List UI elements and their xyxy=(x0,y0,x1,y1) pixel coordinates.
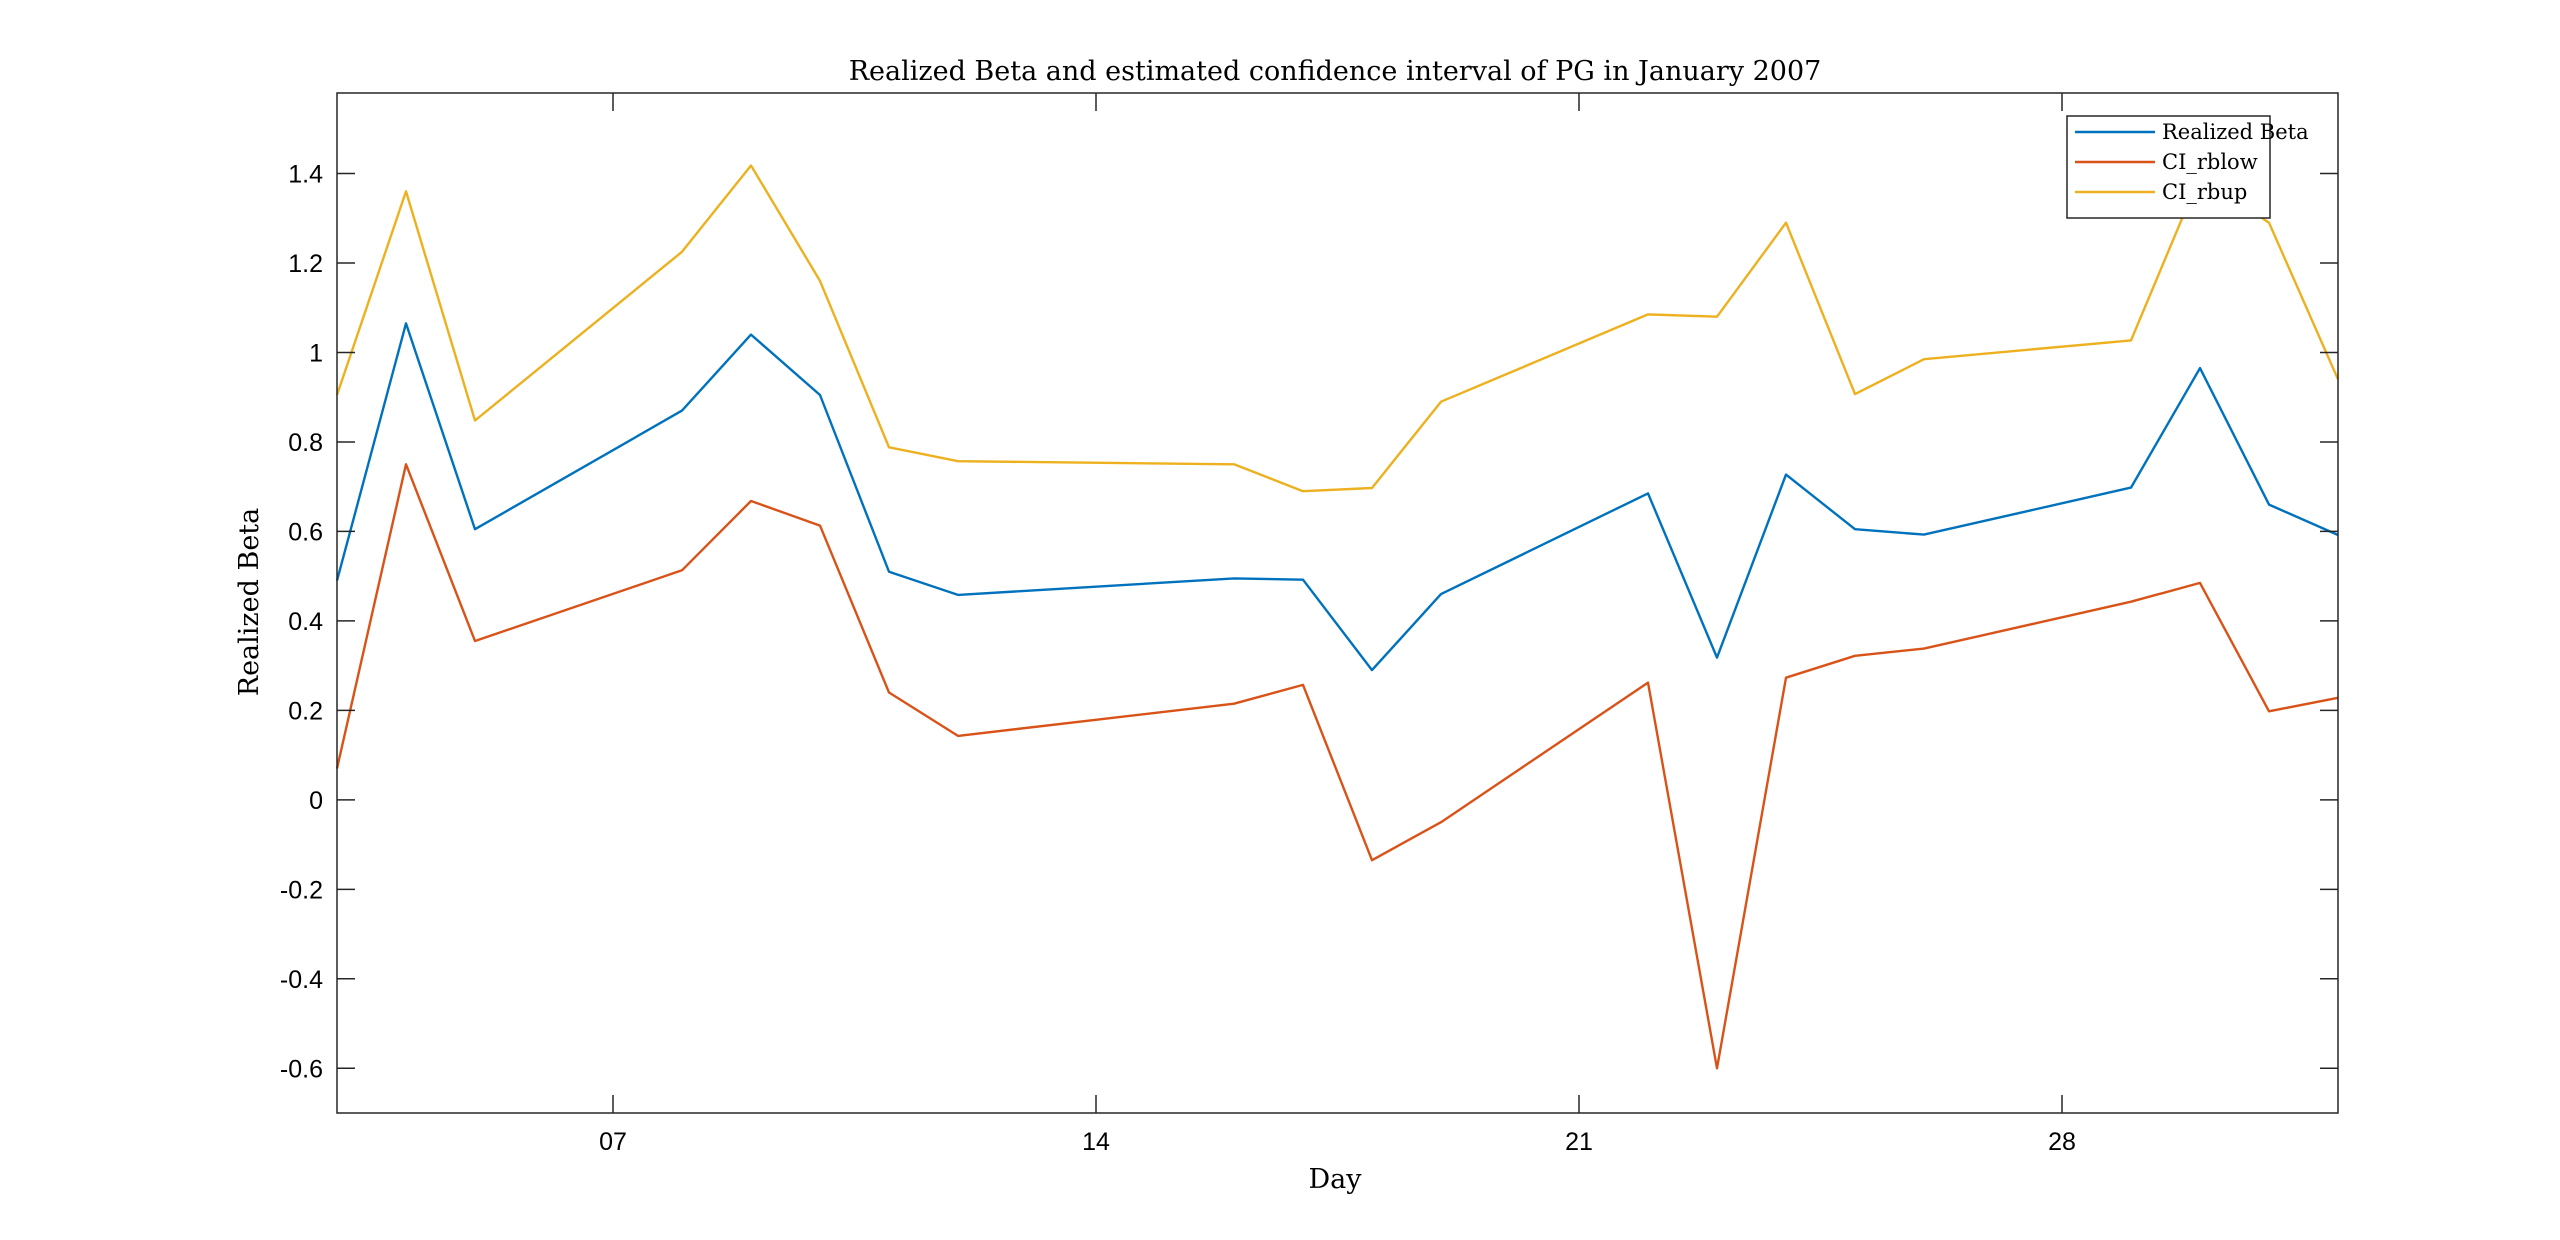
plot-frame xyxy=(336,92,2339,1114)
legend-entry-label: CI_rbup xyxy=(2162,180,2247,204)
x-tick-label: 07 xyxy=(599,1128,627,1156)
x-axis-ticks: 07 14 21 28 xyxy=(599,93,2076,1156)
y-tick-label: -0.6 xyxy=(280,1055,323,1083)
legend-entry-label: Realized Beta xyxy=(2162,120,2309,144)
y-axis-label: Realized Beta xyxy=(234,508,265,697)
series-line-2 xyxy=(335,463,2339,1070)
y-tick-label: 1.2 xyxy=(288,250,323,278)
y-tick-label: 0.6 xyxy=(288,518,323,546)
chart-title: Realized Beta and estimated confidence i… xyxy=(849,56,1822,87)
legend: Realized Beta CI_rblow CI_rbup xyxy=(2066,115,2309,219)
axes xyxy=(336,92,2339,1114)
y-tick-label: 0 xyxy=(309,787,323,815)
x-axis-label: Day xyxy=(1309,1164,1363,1195)
x-tick-label: 14 xyxy=(1082,1128,1110,1156)
y-tick-label: -0.4 xyxy=(280,966,323,994)
x-tick-label: 28 xyxy=(2048,1128,2076,1156)
x-tick-label: 21 xyxy=(1565,1128,1593,1156)
y-tick-label: 0.8 xyxy=(288,429,323,457)
y-tick-label: 1 xyxy=(309,339,323,367)
series-line-1 xyxy=(335,322,2339,672)
y-tick-label: 1.4 xyxy=(288,161,323,189)
y-tick-label: 0.2 xyxy=(288,697,323,725)
y-tick-label: -0.2 xyxy=(280,876,323,904)
series-line-3 xyxy=(335,164,2340,493)
y-axis-ticks: -0.6 -0.4 -0.2 0 0.2 0.4 0.6 0.8 1 1.2 1.4 xyxy=(280,161,2338,1083)
legend-entry-label: CI_rblow xyxy=(2162,150,2258,174)
plot-lines xyxy=(335,164,2340,1070)
y-tick-label: 0.4 xyxy=(288,608,323,636)
